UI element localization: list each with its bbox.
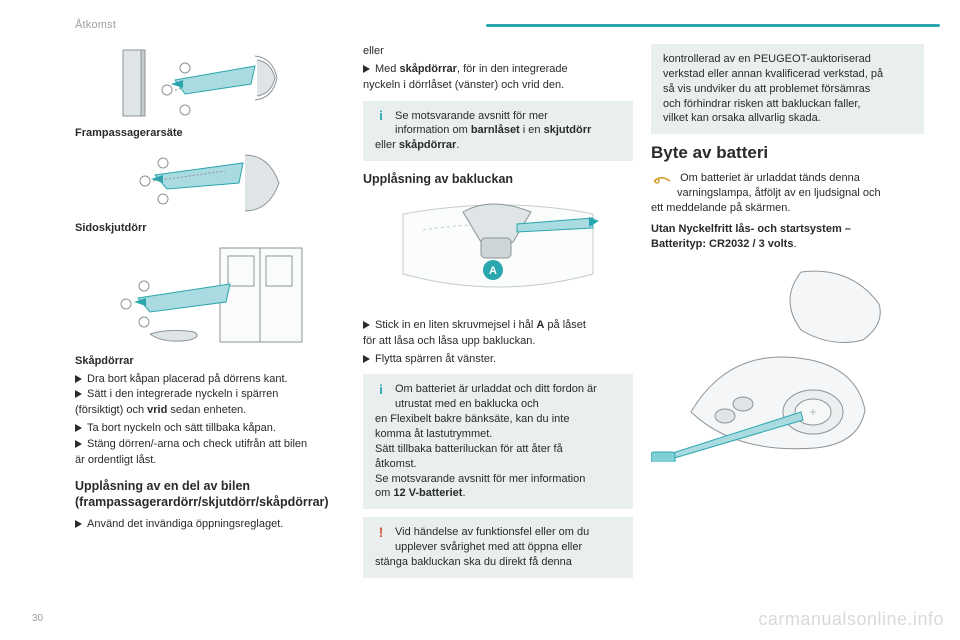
badge-a-label: A [489,265,497,277]
bullet-3-text: Ta bort nyckeln och sätt tillbaka kåpan. [87,421,276,436]
header-rule [486,24,940,27]
triangle-icon [75,424,82,432]
battery-type: Utan Nyckelfritt lås- och startsystem – … [651,222,924,252]
mid-line2: nyckeln i dörrlåset (vänster) och vrid d… [363,78,633,93]
triangle-icon [75,390,82,398]
mid-bullet-2: Flytta spärren åt vänster. [363,352,633,367]
bullet-2-text: Sätt i den integrerade nyckeln i spärren [87,387,278,402]
triangle-icon [363,65,370,73]
svg-text:+: + [809,405,816,419]
warnbox-tailgate: ! Vid händelse av funktionsfel eller om … [363,517,633,578]
bullet-4-cont: är ordentligt låst. [75,453,345,468]
triangle-icon [75,375,82,383]
infobox-battery: i Om batteriet är urladdat och ditt ford… [363,374,633,509]
wrench-paragraph: Om batteriet är urladdat tänds denna var… [651,171,924,216]
left-h2: Upplåsning av en del av bilen (frampassa… [75,478,345,512]
mid-b1-l2: för att låsa och låsa upp bakluckan. [363,334,633,349]
page: Åtkomst Frampassagerar [0,0,960,640]
mid-bullet-0: Med skåpdörrar, för in den integrerade [363,62,633,77]
page-number: 30 [32,613,43,624]
bullet-4-text: Stäng dörren/-arna och check utifrån att… [87,437,307,452]
info-icon: i [373,108,389,124]
bullet-2: Sätt i den integrerade nyckeln i spärren [75,387,345,402]
triangle-icon [75,440,82,448]
figure-tailgate: A [393,194,603,312]
column-right: kontrollerad av en PEUGEOT-auktoriserad … [651,44,924,598]
header-title: Åtkomst [75,19,116,31]
mid-eller: eller [363,44,633,59]
mid-h2: Upplåsning av bakluckan [363,171,633,188]
watermark: carmanualsonline.info [758,609,944,630]
triangle-icon [75,520,82,528]
mid-bullet-1: Stick in en liten skruvmejsel i hål A på… [363,318,633,333]
warning-icon: ! [373,524,389,540]
infobox-barnlas: i Se motsvarande avsnitt för mer informa… [363,101,633,162]
triangle-icon [363,355,370,363]
figure-front-seat [115,44,305,122]
page-header: Åtkomst [75,18,940,32]
figure-key-battery: + [651,262,901,462]
right-h1: Byte av batteri [651,142,924,165]
info-icon: i [373,381,389,397]
mid-b2: Flytta spärren åt vänster. [375,352,496,367]
skap-title: Skåpdörrar [75,354,345,369]
bullet-2-cont: (försiktigt) och vrid sedan enheten. [75,403,345,418]
columns: Frampassagerarsäte Sidoskjutdörr [75,44,924,598]
fig2-caption: Sidoskjutdörr [75,221,345,236]
bullet-3: Ta bort nyckeln och sätt tillbaka kåpan. [75,421,345,436]
warnbox-continued: kontrollerad av en PEUGEOT-auktoriserad … [651,44,924,134]
bullet-5-text: Använd det invändiga öppningsreglaget. [87,517,283,532]
bullet-5: Använd det invändiga öppningsreglaget. [75,517,345,532]
bullet-4: Stäng dörren/-arna och check utifrån att… [75,437,345,452]
wrench-icon [651,172,673,186]
bullet-1-text: Dra bort kåpan placerad på dörrens kant. [87,372,288,387]
fig1-caption: Frampassagerarsäte [75,126,345,141]
figure-van-doors [110,240,310,350]
bullet-1: Dra bort kåpan placerad på dörrens kant. [75,372,345,387]
figure-side-door [115,145,305,217]
column-left: Frampassagerarsäte Sidoskjutdörr [75,44,345,598]
column-middle: eller Med skåpdörrar, för in den integre… [363,44,633,598]
triangle-icon [363,321,370,329]
